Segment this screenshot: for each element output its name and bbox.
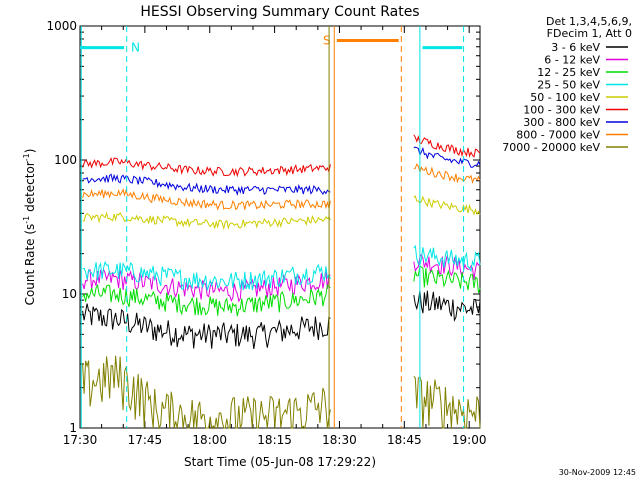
series-line-segment bbox=[82, 157, 331, 178]
series-line-segment bbox=[82, 211, 331, 231]
series-line-segment bbox=[82, 267, 331, 303]
series-line-segment bbox=[413, 134, 481, 158]
chart-title: HESSI Observing Summary Count Rates bbox=[140, 4, 419, 20]
legend-entry-label: 6 - 12 keV bbox=[544, 54, 600, 67]
legend-entry-label: 100 - 300 keV bbox=[523, 104, 600, 117]
series-line-segment bbox=[82, 260, 331, 291]
flag-markers: NS bbox=[80, 26, 465, 428]
y-axis-title-sup: -1 bbox=[22, 153, 31, 161]
series-line-segment bbox=[413, 253, 481, 280]
legend-entry-label: 800 - 7000 keV bbox=[516, 129, 600, 142]
x-tick-label: 17:30 bbox=[63, 433, 98, 447]
series-line-segment bbox=[413, 244, 481, 273]
y-tick-label: 1 bbox=[69, 421, 77, 435]
y-axis-title: Count Rate (s-1 detector-1) bbox=[22, 149, 37, 306]
series-line-segment bbox=[413, 146, 481, 168]
saa-marker-label: S bbox=[323, 33, 331, 47]
series-line-segment bbox=[413, 265, 481, 294]
x-tick-label: 18:30 bbox=[322, 433, 357, 447]
legend-entry-label: 300 - 800 keV bbox=[523, 116, 600, 129]
y-axis-title-part: ) bbox=[23, 149, 37, 154]
series-line-segment bbox=[82, 303, 331, 349]
series-line-segment bbox=[413, 290, 481, 323]
footer-timestamp: 30-Nov-2009 12:45 bbox=[559, 468, 636, 477]
x-tick-label: 18:00 bbox=[192, 433, 227, 447]
series-line-segment bbox=[82, 283, 331, 317]
series-line-segment bbox=[413, 195, 481, 216]
x-tick-label: 17:45 bbox=[128, 433, 163, 447]
axes: 1 10 100 1000 17:30 17:45 18:00 18:15 18:30 18:45… bbox=[46, 19, 486, 447]
x-tick-label: 18:45 bbox=[387, 433, 422, 447]
series-line-segment bbox=[82, 188, 331, 211]
legend-entry-label: 50 - 100 keV bbox=[530, 91, 600, 104]
legend-entry-label: 3 - 6 keV bbox=[551, 41, 600, 54]
series-line-segment bbox=[413, 375, 481, 429]
series-line-segment bbox=[82, 173, 331, 196]
legend: Det 1,3,4,5,6,9,FDecim 1, Att 03 - 6 keV… bbox=[502, 15, 632, 154]
y-axis-title-part: Count Rate (s bbox=[23, 224, 37, 306]
x-axis-title: Start Time (05-Jun-08 17:29:22) bbox=[184, 455, 376, 469]
series-line-segment bbox=[413, 163, 481, 184]
x-tick-label: 18:15 bbox=[257, 433, 292, 447]
series-line-segment bbox=[82, 355, 331, 430]
legend-entry-label: 7000 - 20000 keV bbox=[502, 141, 600, 154]
y-axis-title-sup: -1 bbox=[22, 216, 31, 224]
y-tick-label: 1000 bbox=[46, 19, 77, 33]
legend-header: Det 1,3,4,5,6,9, bbox=[546, 15, 632, 28]
night-marker-label: N bbox=[131, 41, 140, 55]
legend-entry-label: 25 - 50 keV bbox=[537, 79, 600, 92]
legend-header: FDecim 1, Att 0 bbox=[547, 27, 632, 40]
y-tick-label: 10 bbox=[62, 287, 77, 301]
x-tick-label: 19:00 bbox=[452, 433, 487, 447]
data-layer bbox=[82, 134, 481, 430]
y-tick-label: 100 bbox=[54, 153, 77, 167]
plot-frame bbox=[79, 25, 481, 429]
y-axis-title-part: detector bbox=[23, 161, 37, 216]
legend-entry-label: 12 - 25 keV bbox=[537, 66, 600, 79]
